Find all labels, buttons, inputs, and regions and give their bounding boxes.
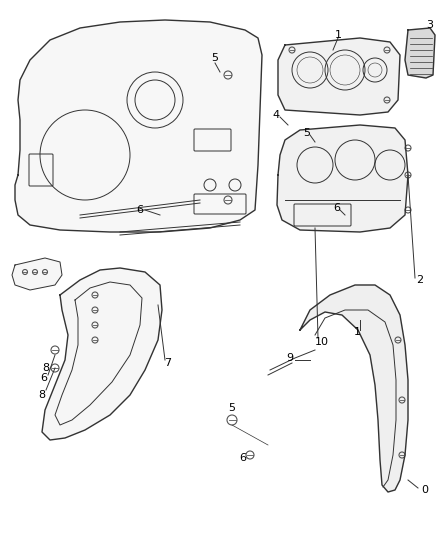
Polygon shape [405,28,435,78]
Polygon shape [12,258,62,290]
Text: 8: 8 [39,390,46,400]
Text: 6: 6 [40,373,47,383]
Text: 9: 9 [286,353,293,363]
Text: 6: 6 [240,453,247,463]
Polygon shape [42,268,162,440]
Polygon shape [15,20,262,232]
Text: 2: 2 [417,275,424,285]
Text: 1: 1 [353,327,360,337]
Text: 0: 0 [421,485,428,495]
Polygon shape [277,125,408,232]
Text: 3: 3 [427,20,434,30]
Text: 1: 1 [335,30,342,40]
Polygon shape [300,285,408,492]
Text: 10: 10 [315,337,329,347]
Text: 5: 5 [212,53,219,63]
Polygon shape [278,38,400,115]
Text: 6: 6 [333,203,340,213]
Text: 5: 5 [229,403,236,413]
Text: 5: 5 [304,128,311,138]
Text: 7: 7 [164,358,172,368]
Text: 4: 4 [272,110,279,120]
Text: 6: 6 [137,205,144,215]
Text: 8: 8 [42,363,49,373]
